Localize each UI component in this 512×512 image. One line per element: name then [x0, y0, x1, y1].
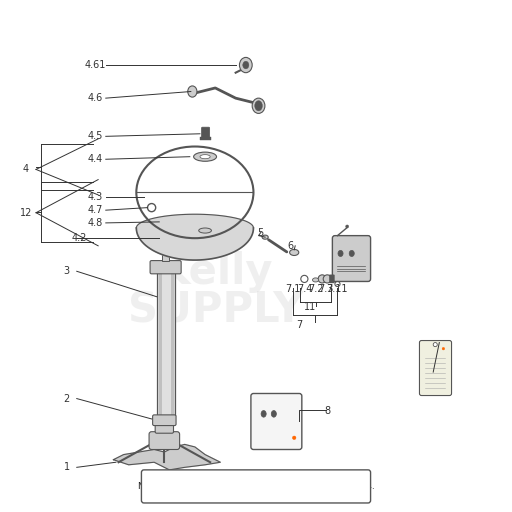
Ellipse shape [188, 86, 197, 97]
Polygon shape [114, 444, 220, 470]
Ellipse shape [349, 250, 354, 257]
FancyBboxPatch shape [251, 394, 302, 450]
Text: 7.11: 7.11 [326, 284, 347, 294]
Bar [162, 238, 169, 261]
Ellipse shape [292, 436, 296, 440]
Text: 5: 5 [257, 228, 263, 238]
Ellipse shape [433, 343, 437, 347]
Text: 7.3: 7.3 [318, 284, 334, 294]
Ellipse shape [200, 155, 210, 159]
Ellipse shape [346, 225, 349, 228]
Ellipse shape [155, 234, 176, 242]
Polygon shape [136, 214, 253, 260]
Text: Bradley: Bradley [425, 346, 445, 351]
Text: 9: 9 [430, 368, 436, 378]
Text: 4.2: 4.2 [71, 233, 87, 243]
Bar [171, 271, 174, 416]
FancyBboxPatch shape [155, 420, 174, 433]
FancyBboxPatch shape [153, 415, 176, 425]
Ellipse shape [199, 228, 211, 233]
Ellipse shape [262, 235, 268, 239]
Text: 4.8: 4.8 [88, 218, 103, 228]
FancyBboxPatch shape [150, 261, 181, 274]
Text: 1: 1 [63, 462, 70, 473]
Ellipse shape [290, 249, 299, 255]
Ellipse shape [338, 250, 343, 257]
Text: 4.61: 4.61 [85, 60, 106, 70]
Ellipse shape [240, 57, 252, 73]
Text: 4.4: 4.4 [88, 154, 103, 164]
Text: 4.3: 4.3 [88, 193, 103, 202]
Ellipse shape [261, 411, 266, 417]
Ellipse shape [194, 152, 217, 161]
Ellipse shape [243, 61, 249, 69]
Bar [159, 271, 162, 416]
Text: 2: 2 [63, 394, 70, 403]
FancyBboxPatch shape [329, 275, 334, 283]
FancyBboxPatch shape [202, 127, 209, 138]
Ellipse shape [255, 101, 262, 111]
Ellipse shape [271, 411, 276, 417]
Ellipse shape [312, 278, 318, 282]
Ellipse shape [323, 275, 331, 283]
Text: NOTE:  Items 4.1–4.8 come preassembled as Item 4.: NOTE: Items 4.1–4.8 come preassembled as… [138, 482, 374, 490]
Text: 7.1: 7.1 [285, 284, 301, 294]
Text: 6: 6 [288, 241, 294, 251]
FancyBboxPatch shape [332, 236, 371, 282]
Text: 4: 4 [23, 164, 29, 175]
Ellipse shape [318, 275, 326, 283]
Text: 7: 7 [296, 320, 303, 330]
Text: 7.4: 7.4 [296, 284, 312, 294]
Text: 4.6: 4.6 [88, 93, 103, 103]
Text: 4.7: 4.7 [88, 205, 103, 215]
Text: 7.2: 7.2 [308, 284, 324, 294]
Ellipse shape [252, 98, 265, 114]
Text: 11: 11 [304, 302, 316, 312]
Text: 12: 12 [19, 208, 32, 218]
Text: 4.5: 4.5 [88, 132, 103, 141]
Text: 8: 8 [324, 407, 330, 416]
Bar [200, 137, 211, 140]
Bar [157, 271, 175, 416]
Ellipse shape [442, 348, 444, 350]
FancyBboxPatch shape [419, 340, 452, 396]
Text: 3: 3 [63, 266, 70, 276]
Text: Kelly
SUPPLY: Kelly SUPPLY [127, 251, 303, 332]
FancyBboxPatch shape [141, 470, 371, 503]
Text: Bradley: Bradley [263, 435, 290, 440]
FancyBboxPatch shape [149, 432, 180, 450]
